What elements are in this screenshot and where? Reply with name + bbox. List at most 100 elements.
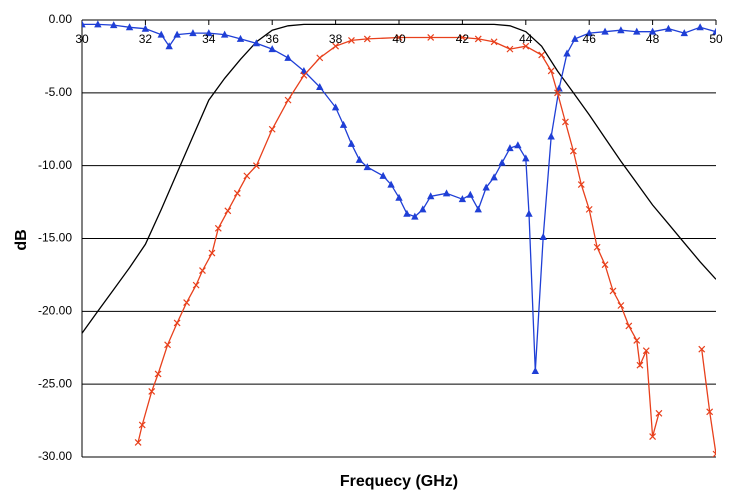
marker [696, 23, 704, 31]
marker [563, 49, 571, 57]
marker [82, 20, 86, 28]
marker [252, 162, 260, 170]
x-tick-label: 38 [329, 32, 343, 46]
x-tick-label: 50 [709, 32, 723, 46]
marker [148, 388, 156, 395]
marker [636, 361, 644, 369]
marker [458, 195, 467, 203]
marker [466, 190, 475, 198]
marker [482, 183, 490, 191]
marker [706, 408, 714, 416]
marker [284, 96, 292, 104]
marker [680, 29, 688, 37]
marker [525, 209, 533, 217]
marker [331, 103, 340, 111]
x-tick-label: 34 [202, 32, 216, 46]
x-tick-label: 46 [583, 32, 597, 46]
marker [268, 125, 276, 133]
marker [554, 89, 561, 97]
marker [284, 53, 292, 61]
marker [571, 34, 579, 42]
marker [490, 38, 498, 46]
marker [339, 120, 348, 128]
marker [395, 193, 403, 201]
marker [125, 23, 134, 31]
marker [539, 233, 547, 241]
marker [522, 154, 530, 162]
marker [173, 30, 181, 38]
marker [220, 30, 229, 38]
marker [300, 66, 308, 74]
marker [562, 118, 569, 126]
labels: 0.00 -5.00 -10.00 -15.00 -20.00 -25.00 -30.00 3… [38, 12, 723, 463]
marker [531, 367, 540, 375]
marker [427, 34, 435, 41]
marker [165, 42, 173, 50]
marker [332, 42, 340, 50]
marker [633, 337, 641, 344]
marker [655, 409, 663, 417]
marker [300, 71, 308, 79]
marker [538, 51, 546, 59]
marker [316, 54, 324, 62]
marker [355, 155, 364, 163]
marker [427, 192, 435, 200]
marker [490, 173, 498, 181]
y-tick-label: -30.00 [38, 449, 72, 463]
marker [154, 370, 162, 378]
marker [601, 27, 609, 35]
x-tick-label: 36 [266, 32, 280, 46]
marker [363, 35, 371, 43]
x-tick-label: 42 [456, 32, 470, 46]
marker [214, 224, 222, 232]
marker [569, 147, 577, 155]
marker [609, 287, 617, 295]
marker [649, 433, 657, 441]
y-tick-label: -10.00 [38, 158, 72, 172]
y-tick-label: -20.00 [38, 304, 72, 318]
x-tick-label: 44 [519, 32, 533, 46]
marker [189, 29, 197, 37]
x-axis-title: Frequecy (GHz) [340, 473, 458, 490]
series-line [137, 36, 716, 455]
marker [522, 42, 530, 50]
y-tick-label: -15.00 [38, 231, 72, 245]
y-tick-label: -25.00 [38, 376, 72, 390]
marker [110, 21, 118, 29]
x-tick-label: 48 [646, 32, 660, 46]
marker [403, 209, 411, 217]
marker [268, 45, 276, 53]
marker [617, 26, 625, 34]
marker [506, 45, 514, 53]
y-axis-title: dB [13, 229, 30, 250]
marker [633, 27, 641, 35]
marker [157, 30, 165, 38]
series-line [82, 23, 716, 334]
marker [134, 439, 142, 446]
marker [625, 322, 633, 330]
marker [506, 144, 514, 152]
x-tick-label: 40 [392, 32, 406, 46]
marker [252, 39, 261, 47]
marker [316, 83, 324, 91]
marker [208, 249, 216, 257]
marker [712, 450, 716, 457]
marker [224, 207, 232, 215]
marker [387, 180, 395, 188]
marker [698, 345, 706, 353]
marker [348, 36, 355, 44]
marker [379, 171, 387, 179]
marker [577, 181, 585, 189]
marker [458, 34, 466, 41]
marker [395, 34, 403, 41]
marker [712, 27, 716, 35]
marker [601, 261, 609, 269]
marker [347, 139, 356, 147]
plot-area [82, 20, 716, 457]
marker [164, 341, 172, 349]
marker [192, 281, 200, 289]
marker [243, 172, 251, 180]
marker [442, 189, 451, 197]
marker [94, 20, 102, 28]
marker [419, 205, 427, 213]
